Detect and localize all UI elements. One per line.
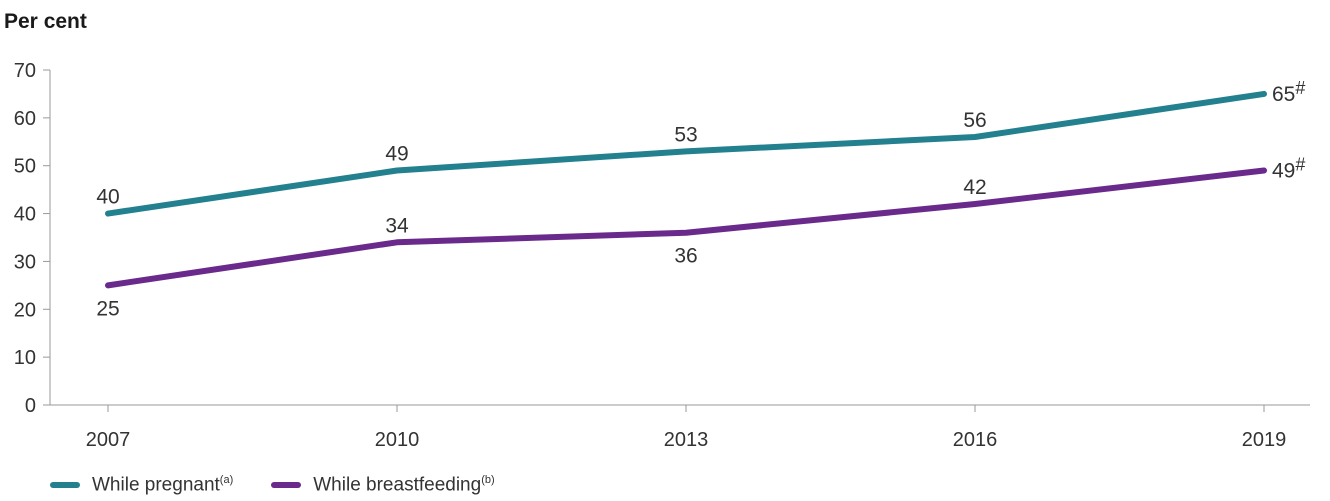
line-chart: Per cent 0 10 20 30 40 50 60 70 2007 2010 2013 201… — [4, 10, 1310, 451]
legend-swatch-breastfeeding — [271, 481, 302, 488]
legend-text-breastfeeding: While breastfeeding — [313, 474, 482, 496]
y-axis-title: Per cent — [4, 10, 87, 33]
series-line-pregnant — [105, 90, 1267, 217]
data-label: 49 — [385, 143, 408, 166]
x-tick-label: 2019 — [1242, 429, 1287, 451]
legend-swatch-pregnant — [50, 481, 80, 488]
data-label: 25 — [96, 297, 119, 320]
significance-mark: # — [1295, 78, 1305, 98]
y-tick-label: 30 — [14, 251, 36, 273]
legend-label-breastfeeding: While breastfeeding(b) — [313, 474, 494, 496]
y-tick-label: 20 — [14, 299, 36, 321]
data-label: 65# — [1272, 78, 1305, 106]
series-line-breastfeeding — [105, 167, 1267, 289]
y-tick-label: 0 — [25, 395, 36, 417]
y-tick-label: 50 — [14, 156, 36, 178]
y-tick-label: 70 — [14, 60, 36, 82]
legend-note-breastfeeding: (b) — [481, 473, 495, 486]
data-label: 36 — [674, 245, 697, 268]
legend-text-pregnant: While pregnant — [92, 474, 220, 496]
y-tick-label: 10 — [14, 347, 36, 369]
legend-item-pregnant: While pregnant(a) — [50, 474, 233, 496]
y-tick-label: 40 — [14, 204, 36, 226]
legend-item-breastfeeding: While breastfeeding(b) — [271, 474, 495, 496]
data-label: 49# — [1272, 155, 1305, 183]
legend-label-pregnant: While pregnant(a) — [92, 474, 233, 496]
legend-note-pregnant: (a) — [219, 473, 234, 486]
x-tick-label: 2016 — [953, 429, 998, 451]
data-label: 53 — [674, 123, 697, 146]
legend: While pregnant(a) While breastfeeding(b) — [50, 470, 533, 500]
x-tick-label: 2013 — [664, 429, 709, 451]
x-tick-label: 2010 — [375, 429, 420, 451]
significance-mark: # — [1295, 155, 1305, 175]
data-label: 40 — [96, 186, 119, 209]
x-tick-label: 2007 — [86, 429, 131, 451]
data-label: 34 — [385, 214, 409, 237]
data-label: 42 — [963, 176, 986, 199]
data-label: 56 — [963, 109, 986, 132]
y-tick-label: 60 — [14, 108, 36, 130]
